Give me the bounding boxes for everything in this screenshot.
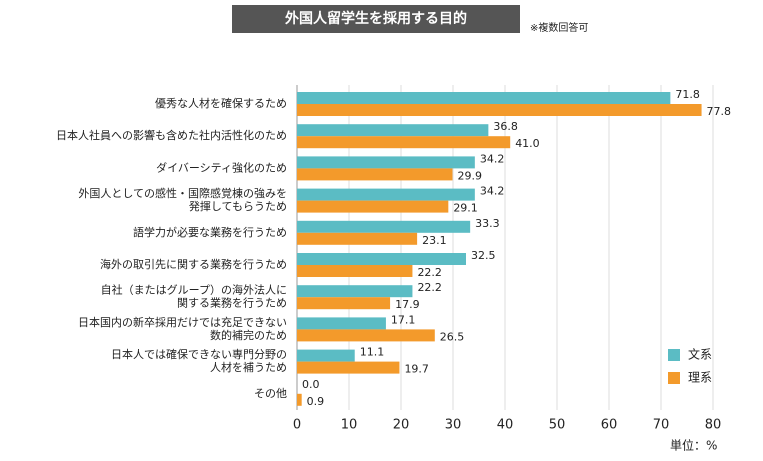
legend-swatch	[668, 372, 680, 384]
y-tick-label: ダイバーシティ強化のため	[156, 160, 287, 174]
x-tick-label: 0	[293, 418, 301, 433]
value-label: 19.7	[404, 363, 429, 376]
y-tick-label: 人材を補うため	[210, 360, 287, 374]
bar	[297, 393, 302, 406]
x-tick-label: 60	[601, 418, 618, 433]
value-label: 36.8	[493, 120, 518, 133]
value-label: 11.1	[360, 346, 385, 359]
x-tick-label: 10	[341, 418, 358, 433]
y-tick-label: 自社（またはグループ）の海外法人に	[101, 283, 287, 297]
y-tick-label: 日本人社員への影響も含めた社内活性化のため	[56, 128, 287, 142]
value-label: 34.2	[480, 185, 505, 198]
bar	[297, 349, 355, 362]
value-label: 41.0	[515, 137, 540, 150]
value-label: 29.9	[457, 169, 482, 182]
bar	[297, 200, 449, 213]
unit-label: 単位：%	[670, 438, 717, 453]
chart-title: 外国人留学生を採用する目的	[285, 10, 467, 27]
bar	[297, 188, 475, 201]
value-label: 77.8	[707, 105, 732, 118]
value-label: 29.1	[453, 202, 478, 215]
value-label: 22.2	[417, 281, 442, 294]
bar	[297, 156, 475, 169]
value-label: 71.8	[675, 88, 700, 101]
bar	[297, 92, 671, 104]
value-label: 32.5	[471, 249, 496, 262]
y-tick-label: 外国人としての感性・国際感覚棟の強みを	[78, 186, 287, 200]
title-box	[232, 5, 520, 33]
bar	[297, 220, 471, 233]
y-tick-label: 語学力が必要な業務を行うため	[133, 225, 287, 239]
y-tick-label: 数的補完のため	[210, 328, 287, 342]
x-tick-label: 70	[653, 418, 670, 433]
bar	[297, 253, 466, 265]
subtitle: ※複数回答可	[530, 21, 588, 34]
y-tick-label: 発揮してもらうため	[189, 199, 287, 213]
bar	[297, 124, 489, 137]
value-label: 22.2	[417, 266, 442, 279]
x-tick-label: 40	[497, 418, 514, 433]
value-label: 0.0	[302, 378, 320, 391]
bar	[297, 104, 702, 116]
value-label: 0.9	[307, 395, 325, 408]
bar	[297, 329, 435, 342]
x-tick-label: 80	[705, 418, 722, 433]
value-label: 33.3	[475, 217, 500, 230]
bar	[297, 136, 511, 149]
y-tick-label: 日本人では確保できない専門分野の	[111, 347, 287, 361]
value-label: 17.9	[395, 298, 420, 311]
value-label: 17.1	[391, 313, 416, 326]
legend-swatch	[668, 349, 680, 361]
bar	[297, 232, 418, 245]
y-tick-label: 関する業務を行うため	[177, 296, 287, 310]
value-label: 23.1	[422, 234, 447, 247]
x-tick-label: 50	[549, 418, 566, 433]
bar	[297, 285, 413, 298]
legend-label: 文系	[688, 347, 712, 362]
bar	[297, 317, 386, 330]
value-label: 26.5	[440, 330, 465, 343]
y-tick-label: 優秀な人材を確保するため	[155, 96, 287, 110]
bar	[297, 265, 413, 277]
bar	[297, 168, 453, 181]
legend-label: 理系	[688, 371, 712, 385]
y-tick-label: その他	[254, 387, 287, 400]
bar	[297, 297, 391, 310]
y-tick-label: 海外の取引先に関する業務を行うため	[100, 257, 287, 271]
value-label: 34.2	[480, 152, 505, 165]
y-tick-label: 日本国内の新卒採用だけでは充足できない	[78, 315, 287, 329]
x-tick-label: 30	[445, 418, 462, 433]
x-tick-label: 20	[393, 418, 410, 433]
bar	[297, 361, 400, 374]
